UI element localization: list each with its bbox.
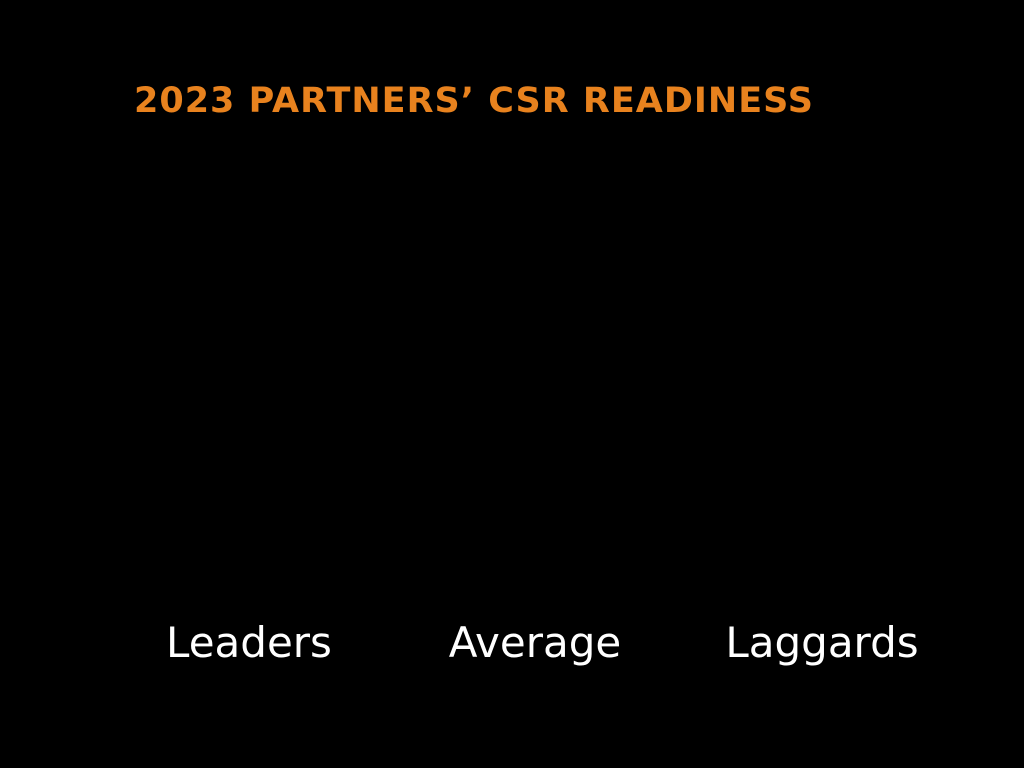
category-labels: Leaders Average Laggards bbox=[166, 618, 919, 667]
category-label-leaders: Leaders bbox=[166, 618, 332, 667]
chart-title: 2023 PARTNERS’ CSR READINESS bbox=[134, 81, 814, 121]
category-label-average: Average bbox=[449, 618, 621, 667]
category-label-laggards: Laggards bbox=[725, 618, 918, 667]
